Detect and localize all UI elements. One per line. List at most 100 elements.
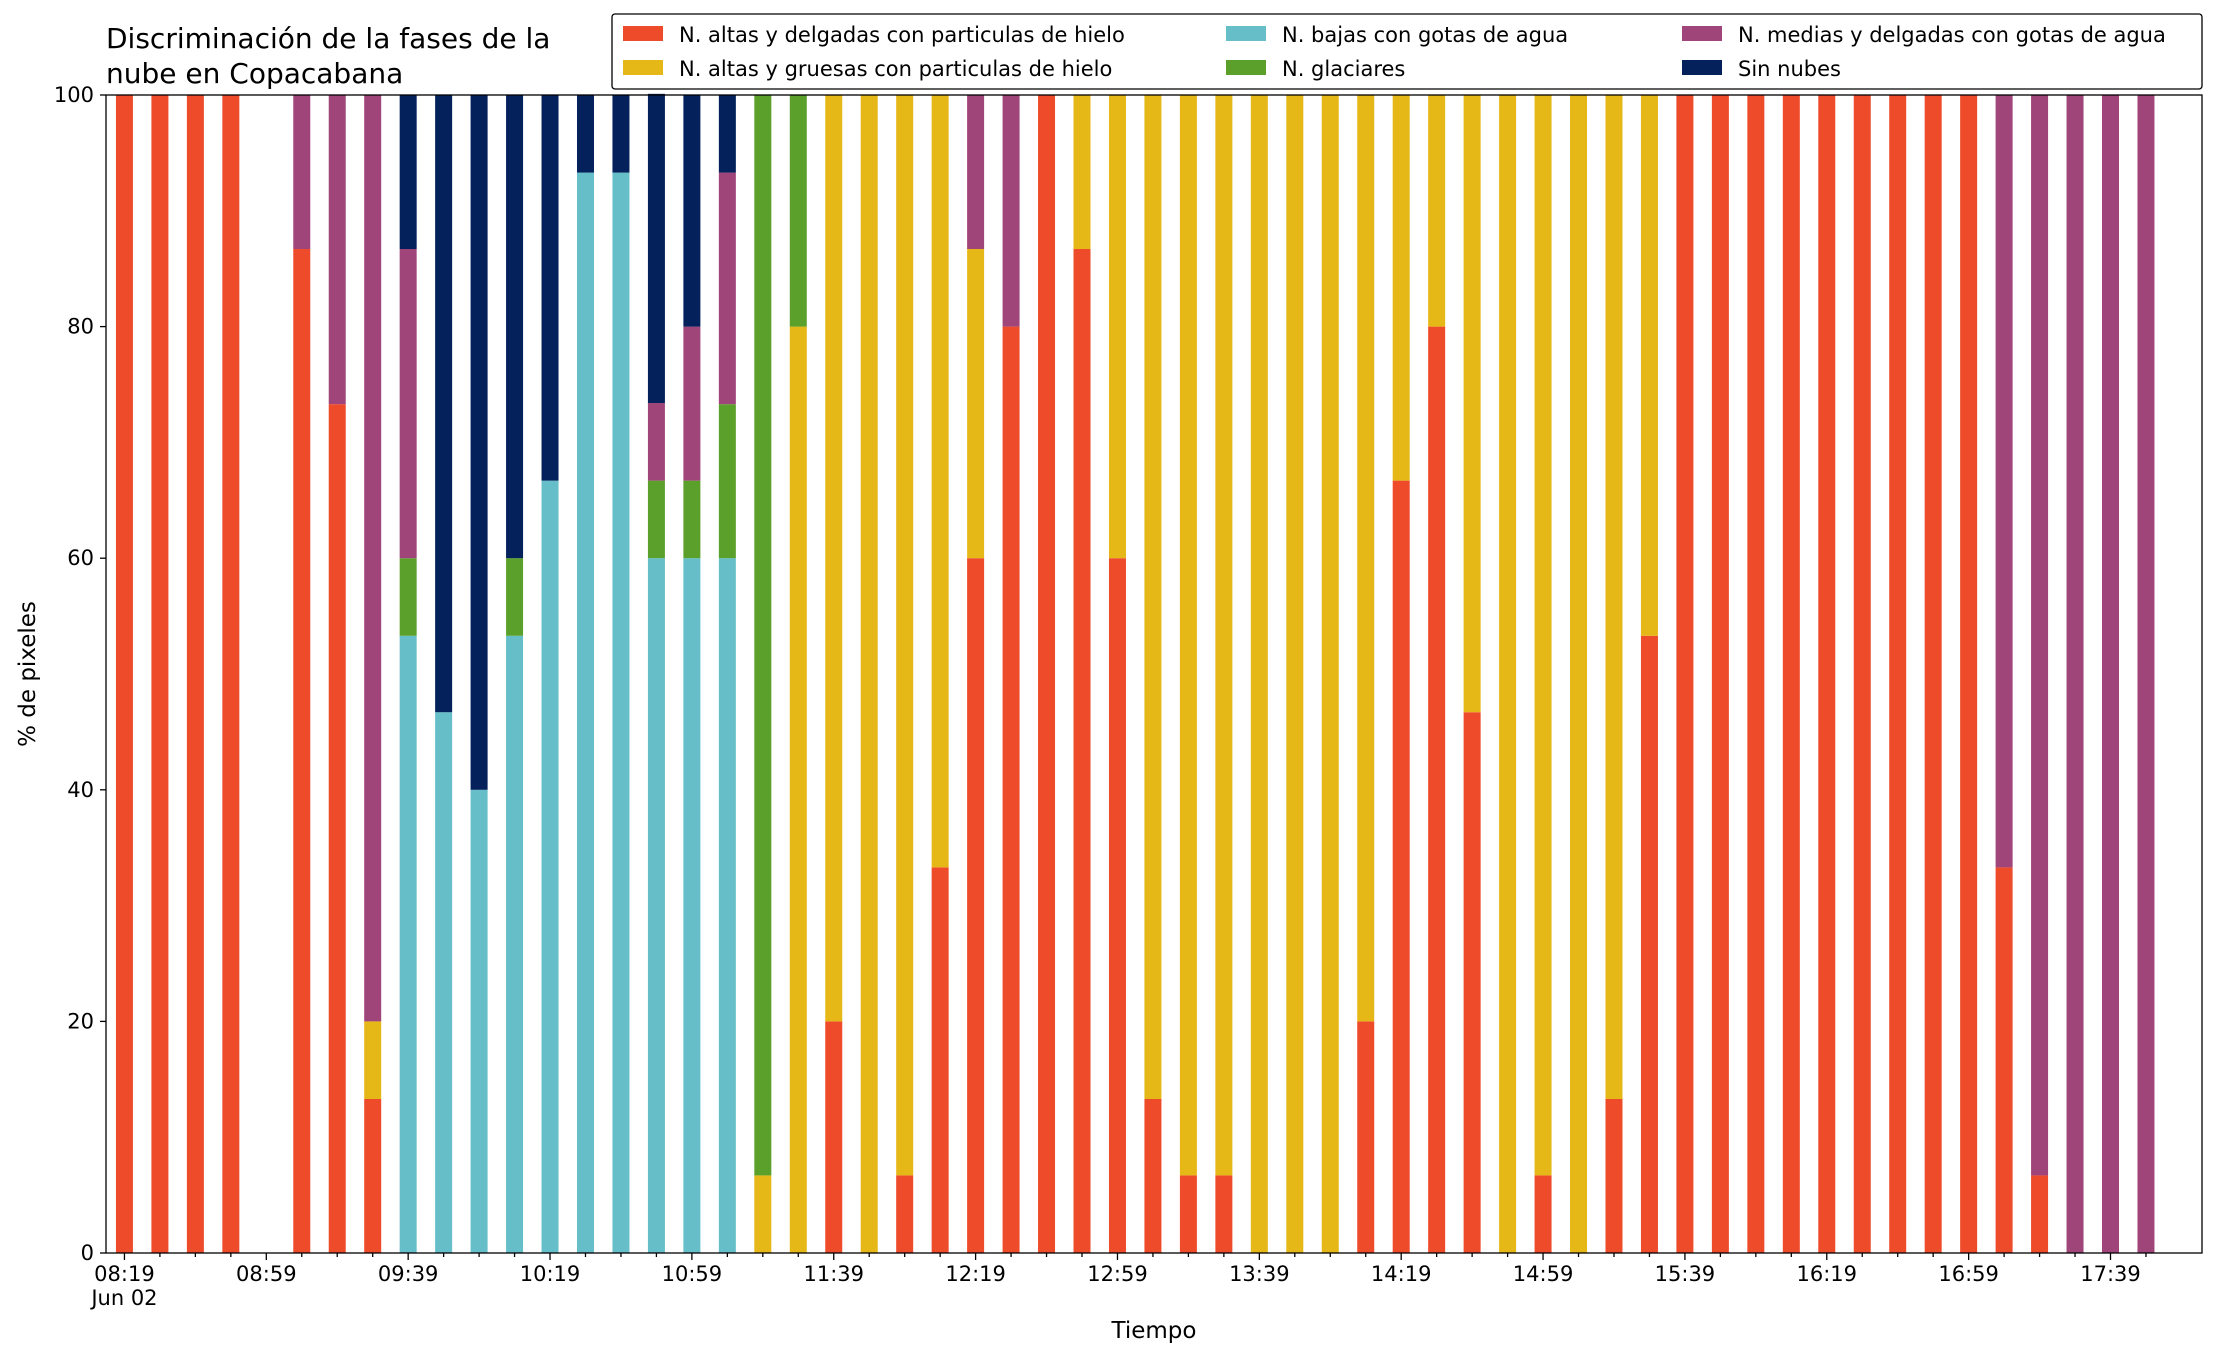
bar-segment xyxy=(1073,95,1091,250)
bar-segment xyxy=(576,172,594,1254)
bar-segment xyxy=(1640,635,1658,1253)
bar-segment xyxy=(222,95,240,1253)
legend-label: N. glaciares xyxy=(1282,57,1405,81)
bar-segment xyxy=(1144,95,1162,1099)
y-axis-label: % de pixeles xyxy=(15,601,41,747)
bar-segment xyxy=(647,93,665,404)
bar-segment xyxy=(1960,95,1978,1253)
bar-segment xyxy=(2137,95,2155,1253)
legend-label: Sin nubes xyxy=(1738,57,1841,81)
chart-title: Discriminación de la fases de la xyxy=(106,22,550,55)
bar-segment xyxy=(789,326,807,1254)
bar-segment xyxy=(364,95,382,1022)
x-tick-label: 14:19 xyxy=(1371,1262,1432,1286)
bar-segment xyxy=(1357,95,1375,1022)
bar-segment xyxy=(1215,1175,1233,1253)
chart-title: nube en Copacabana xyxy=(106,57,403,90)
bar-segment xyxy=(1179,1175,1197,1253)
legend-label: N. bajas con gotas de agua xyxy=(1282,23,1568,47)
x-axis-label: Tiempo xyxy=(1111,1318,1197,1344)
bar-segment xyxy=(612,95,630,173)
bar-segment xyxy=(1995,95,2013,868)
bar-segment xyxy=(1499,95,1517,1253)
x-tick-label: 16:59 xyxy=(1938,1262,1999,1286)
bar-segment xyxy=(1250,95,1268,1253)
bar-segment xyxy=(506,95,524,559)
x-tick-label: 10:59 xyxy=(662,1262,723,1286)
bar-segment xyxy=(683,558,701,1253)
bar-segment xyxy=(1108,95,1126,559)
bar-segment xyxy=(718,172,736,405)
bar-segment xyxy=(647,480,665,559)
y-tick-label: 80 xyxy=(67,315,94,339)
legend-swatch xyxy=(1226,60,1266,75)
bar-segment xyxy=(754,1175,772,1253)
bar-segment xyxy=(541,480,559,1253)
legend-label: N. altas y delgadas con particulas de hi… xyxy=(679,23,1125,47)
x-tick-label: 14:59 xyxy=(1513,1262,1574,1286)
legend-swatch xyxy=(623,60,663,75)
bar-segment xyxy=(1534,95,1552,1176)
bar-segment xyxy=(506,558,524,636)
bar-segment xyxy=(470,95,488,790)
bar-segment xyxy=(1782,95,1800,1253)
bar-segment xyxy=(1073,249,1091,1253)
bar-segment xyxy=(1747,95,1765,1253)
x-tick-label: 16:19 xyxy=(1797,1262,1858,1286)
bar-segment xyxy=(1144,1098,1162,1253)
bar-segment xyxy=(1711,95,1729,1253)
y-tick-label: 40 xyxy=(67,778,94,802)
bar-segment xyxy=(754,95,772,1176)
bar-segment xyxy=(647,403,665,481)
bar-segment xyxy=(931,867,949,1253)
bar-segment xyxy=(1002,95,1020,327)
bar-segment xyxy=(683,95,701,327)
bar-segment xyxy=(1392,480,1410,1253)
legend-box xyxy=(611,13,2203,90)
bar-segment xyxy=(612,172,630,1254)
bar-segment xyxy=(967,249,985,559)
bar-segment xyxy=(2101,95,2119,1253)
bar-segment xyxy=(789,95,807,327)
legend-swatch xyxy=(1682,60,1722,75)
bar-segment xyxy=(186,95,204,1253)
bar-segment xyxy=(931,95,949,868)
bar-segment xyxy=(825,1021,843,1253)
bar-segment xyxy=(1676,95,1694,1253)
legend-label: N. altas y gruesas con particulas de hie… xyxy=(679,57,1112,81)
bar-segment xyxy=(1534,1175,1552,1253)
x-tick-label: 10:19 xyxy=(520,1262,581,1286)
x-tick-label: 13:39 xyxy=(1229,1262,1290,1286)
bar-segment xyxy=(1924,95,1942,1253)
bar-segment xyxy=(1357,1021,1375,1253)
bar-segment xyxy=(293,95,311,250)
x-tick-label: 08:19 xyxy=(94,1262,155,1286)
bar-segment xyxy=(1321,95,1339,1253)
bar-segment xyxy=(364,1021,382,1099)
bar-segment xyxy=(1428,326,1446,1254)
bar-segment xyxy=(1818,95,1836,1253)
bar-segment xyxy=(860,95,878,1253)
x-tick-label: 08:59 xyxy=(236,1262,297,1286)
bar-segment xyxy=(2066,95,2084,1253)
bar-segment xyxy=(470,789,488,1253)
x-tick-label: 11:39 xyxy=(803,1262,864,1286)
bar-segment xyxy=(683,480,701,559)
bar-segment xyxy=(896,95,914,1176)
x-date-label: Jun 02 xyxy=(89,1286,157,1310)
y-tick-label: 60 xyxy=(67,546,94,570)
x-tick-label: 12:19 xyxy=(945,1262,1006,1286)
y-tick-label: 0 xyxy=(81,1241,94,1265)
bar-segment xyxy=(541,95,559,481)
bar-segment xyxy=(1392,95,1410,481)
x-tick-label: 12:59 xyxy=(1087,1262,1148,1286)
x-tick-label: 17:39 xyxy=(2080,1262,2141,1286)
bar-segment xyxy=(1179,95,1197,1176)
bar-segment xyxy=(1038,95,1056,1253)
plot-frame xyxy=(105,94,2203,1254)
bar-segment xyxy=(399,558,417,636)
bar-segment xyxy=(2031,95,2049,1176)
bar-segment xyxy=(115,95,133,1253)
bar-segment xyxy=(1002,326,1020,1254)
bar-segment xyxy=(328,95,346,405)
